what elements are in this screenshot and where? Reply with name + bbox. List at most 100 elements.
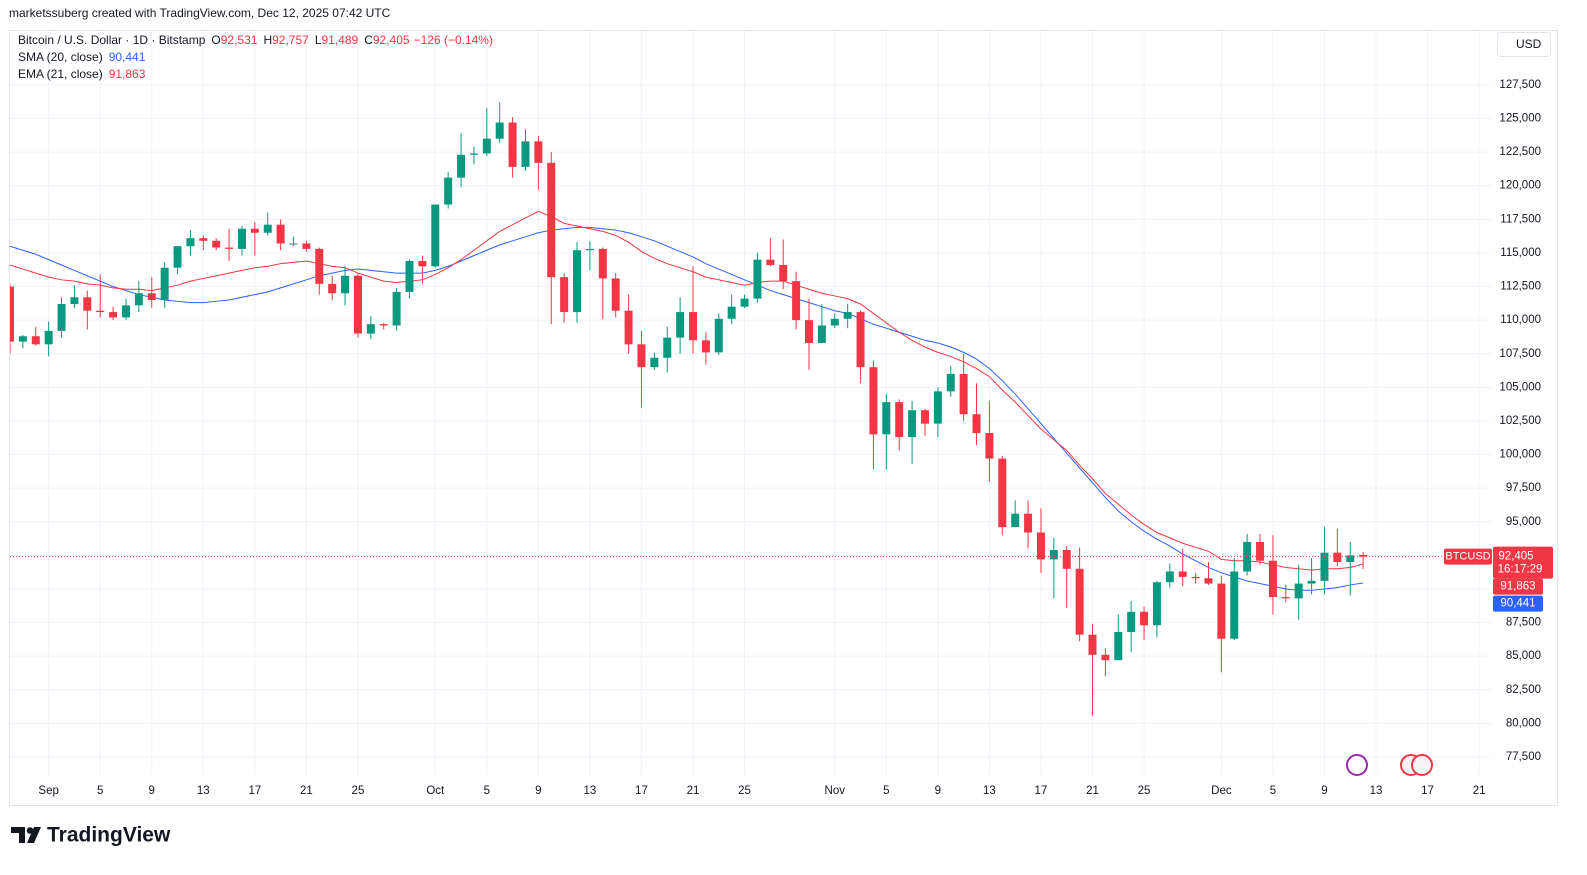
candle-body (1114, 631, 1123, 661)
indicator-name: SMA (20, close) (18, 50, 103, 64)
candle-body (1127, 611, 1136, 632)
candle-body (689, 312, 698, 341)
candle-body (779, 265, 788, 282)
y-tick-label: 110,000 (1500, 314, 1541, 326)
candle-body (1333, 552, 1342, 563)
watermark: marketssuberg created with TradingView.c… (9, 6, 391, 20)
candle-body (10, 286, 14, 342)
x-tick-label: 17 (1421, 785, 1434, 797)
x-tick-label: 9 (535, 785, 541, 797)
logo-mark (26, 827, 34, 834)
candle-body (817, 325, 826, 343)
candle-body (341, 275, 350, 294)
y-tick-label: 107,500 (1499, 348, 1541, 360)
x-tick-label: 5 (883, 785, 889, 797)
x-tick-label: 9 (149, 785, 155, 797)
ohlc-value: 92,405 (373, 33, 410, 47)
brand: TradingView (47, 824, 171, 847)
candle-body (444, 177, 453, 205)
candle-body (972, 414, 981, 434)
candle-body (160, 267, 169, 300)
candle-body (57, 304, 66, 331)
candle-body (585, 248, 594, 251)
candle-body (663, 337, 672, 358)
candle-body (804, 320, 813, 343)
legend-line: SMA (20, close) 90,441 (18, 50, 146, 64)
candle-body (1101, 654, 1110, 661)
y-tick-label: 95,000 (1506, 516, 1541, 528)
candle-body (250, 228, 259, 233)
indicator-name: EMA (21, close) (18, 67, 103, 81)
indicator-value: 91,863 (109, 67, 146, 81)
symbol-tag (1444, 548, 1492, 565)
x-tick-label: Dec (1211, 785, 1232, 797)
price-tag-label: 92,405 (1498, 551, 1533, 563)
candle-body (1243, 541, 1252, 572)
candle-body (1088, 634, 1097, 655)
candle-body (508, 122, 517, 167)
currency[interactable]: USD (1516, 37, 1542, 51)
candle-body (302, 243, 311, 249)
candle-body (676, 312, 685, 338)
candle-body (1191, 576, 1200, 579)
candle-body (534, 141, 543, 163)
candle-body (1075, 568, 1084, 635)
candle-body (1062, 549, 1071, 569)
candle-body (714, 318, 723, 353)
x-tick-label: 13 (197, 785, 210, 797)
candle-body (1307, 580, 1316, 584)
candle-body (882, 402, 891, 435)
candle-body (289, 243, 298, 245)
candle-body (1268, 560, 1277, 598)
candle-body (856, 312, 865, 368)
icon[interactable] (1411, 754, 1433, 776)
candle-body (547, 162, 556, 278)
candle-body (276, 224, 285, 244)
candle-body (753, 259, 762, 299)
y-tick-label: 127,500 (1499, 79, 1541, 91)
candle-body (637, 344, 646, 368)
candle-body (186, 238, 195, 247)
candle-body (908, 410, 917, 438)
candle-body (727, 306, 736, 319)
candle-body (895, 402, 904, 438)
indicator-tag-label: 90,441 (1500, 598, 1535, 610)
candle-body (1165, 571, 1174, 583)
x-tick-label: 21 (1473, 785, 1486, 797)
candle-body (431, 204, 440, 267)
x-tick-label: 13 (1370, 785, 1383, 797)
candle-body (701, 340, 710, 353)
candle-body (225, 247, 234, 249)
icon[interactable] (1346, 754, 1368, 776)
y-tick-label: 77,500 (1506, 751, 1541, 763)
y-tick-label: 85,000 (1506, 650, 1541, 662)
candle-body (830, 318, 839, 326)
candle-body (495, 122, 504, 139)
x-tick-label: 5 (484, 785, 490, 797)
candle-body (263, 224, 272, 233)
change: −126 (−0.14%) (414, 33, 493, 47)
candle-body (740, 298, 749, 307)
ohlc-value: 92,531 (221, 33, 258, 47)
candle-body (1204, 578, 1213, 584)
x-tick-label: Sep (38, 785, 58, 797)
x-tick-label: 25 (352, 785, 365, 797)
candle-body (109, 312, 118, 318)
candle-body (418, 260, 427, 267)
symbol: Bitcoin / U.S. Dollar · 1D · Bitstamp (18, 33, 206, 47)
candle-body (482, 138, 491, 154)
symbol-tag-label: BTCUSD (1445, 551, 1490, 563)
candle-body (199, 238, 208, 241)
candle-body (1178, 571, 1187, 577)
x-tick-label: 13 (983, 785, 996, 797)
ohlc-key: H (263, 33, 272, 47)
x-tick-label: 25 (1138, 785, 1151, 797)
candle-body (1036, 532, 1045, 560)
candle-body (843, 312, 852, 319)
candle-body (83, 297, 92, 311)
currency-button[interactable] (1497, 32, 1551, 57)
x-tick-label: 17 (248, 785, 261, 797)
candle-body (1294, 583, 1303, 599)
x-tick-label: 5 (1270, 785, 1276, 797)
